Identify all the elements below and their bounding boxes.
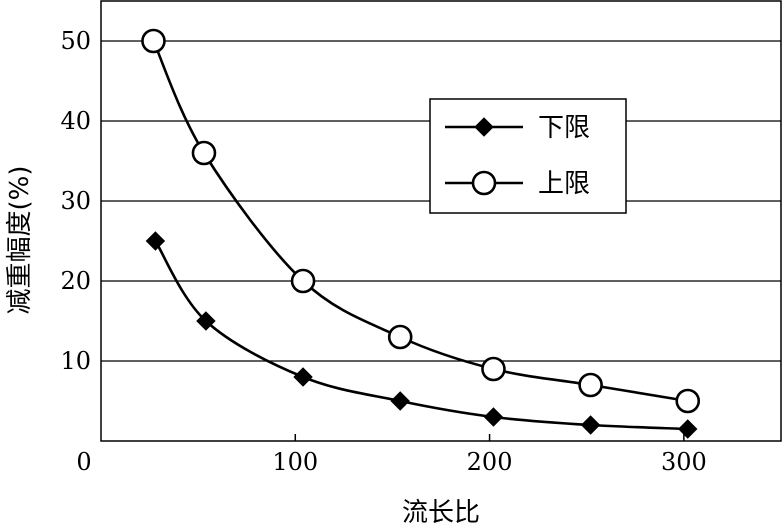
series-1-point-6 (580, 415, 601, 435)
series-2-point-5 (481, 356, 506, 382)
series-layer (141, 28, 701, 439)
plot-frame (100, 0, 782, 442)
y-tick-label-30: 30 (60, 187, 91, 215)
series-2-line (152, 40, 688, 403)
series-1-line (154, 240, 688, 431)
legend-entry-1: 下限 (445, 113, 590, 143)
series-1 (145, 231, 698, 439)
legend-label-2: 上限 (538, 169, 590, 199)
x-axis-title: 流长比 (402, 498, 480, 528)
legend-entry-2: 上限 (445, 169, 590, 199)
series-2-point-2 (191, 140, 217, 166)
series-2-point-6 (578, 372, 603, 398)
series-1-point-7 (678, 419, 698, 439)
y-axis-title: 减重幅度(%) (5, 166, 35, 315)
x-tick-label-100: 100 (272, 448, 318, 476)
series-1-point-2 (196, 311, 216, 331)
y-tick-label-20: 20 (60, 267, 91, 295)
y-tick-label-40: 40 (60, 107, 91, 135)
series-1-point-3 (293, 367, 313, 387)
series-2-point-7 (675, 388, 701, 414)
axis-ticks: 10 20 30 40 50 100 200 300 (60, 27, 706, 476)
legend-marker-1 (474, 117, 494, 137)
legend-label-1: 下限 (538, 113, 590, 143)
y-tick-label-10: 10 (60, 347, 91, 375)
x-tick-label-200: 200 (467, 448, 513, 476)
series-2-point-1 (141, 28, 166, 54)
x-tick-label-300: 300 (661, 448, 707, 476)
legend-marker-2 (471, 170, 497, 196)
series-2 (141, 28, 701, 414)
series-1-point-1 (145, 231, 166, 251)
legend-box (429, 98, 627, 214)
series-2-point-4 (387, 324, 413, 350)
series-1-point-4 (390, 391, 410, 411)
series-2-point-3 (290, 268, 316, 294)
series-1-point-5 (483, 407, 504, 427)
origin-label: 0 (76, 448, 91, 476)
y-tick-label-50: 50 (60, 27, 91, 55)
